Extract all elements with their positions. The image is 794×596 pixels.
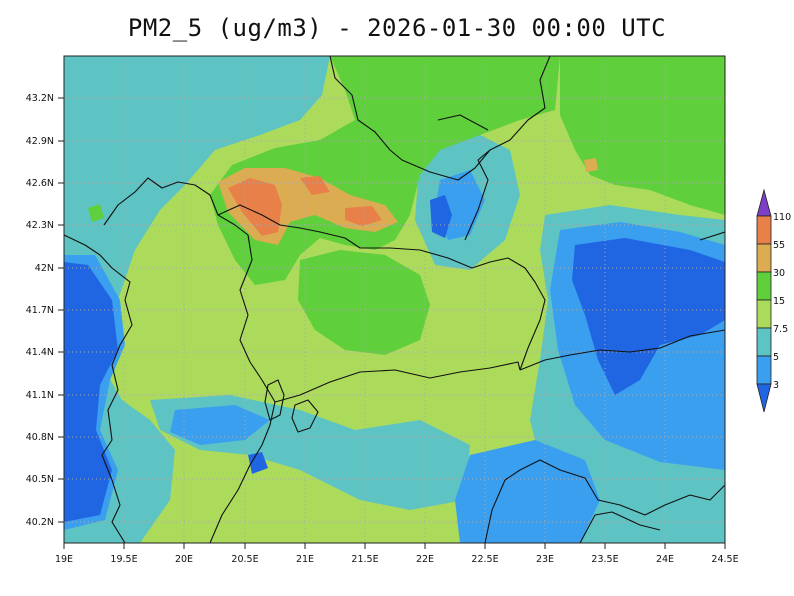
lake-prespa — [291, 399, 319, 433]
border-macedonia-bulgaria — [507, 257, 546, 371]
colorbar-label-3: 3 — [773, 380, 779, 391]
colorbar-label-7-5: 7.5 — [773, 324, 788, 335]
border-upper — [437, 114, 489, 131]
contour-darkblue-northeast-lake — [430, 195, 452, 238]
border-macedonia-greece — [274, 361, 521, 403]
lon-tick-labels: 19E 19.5E 20E 20.5E 21E 21.5E 22E 22.5E … — [55, 554, 739, 565]
colorbar-swatch-30-55 — [756, 243, 772, 273]
colorbar-label-30: 30 — [773, 268, 785, 279]
colorbar-label-5: 5 — [773, 352, 779, 363]
lat-label-40-8n: 40.8N — [26, 432, 54, 443]
lon-label-23-5e: 23.5E — [591, 554, 618, 565]
contour-darkblue-southwest-dot — [248, 452, 268, 474]
colorbar-label-55: 55 — [773, 240, 785, 251]
coast-aegean — [484, 459, 725, 543]
lat-label-42n: 42N — [35, 263, 54, 274]
lon-label-22e: 22E — [416, 554, 434, 565]
border-greece-albania-south — [209, 401, 276, 543]
lat-label-41-4n: 41.4N — [26, 347, 54, 358]
lon-label-23e: 23E — [536, 554, 554, 565]
colorbar-swatch-55-110 — [756, 215, 772, 245]
colorbar-label-110: 110 — [773, 212, 791, 223]
contour-green-central — [298, 250, 430, 355]
border-bulgaria-greece — [519, 329, 725, 371]
contour-teal-northwest — [64, 56, 330, 380]
plot-frame — [63, 55, 726, 544]
lat-tick-labels: 43.2N 42.9N 42.6N 42.3N 42N 41.7N 41.4N … — [26, 93, 54, 528]
border-turkey — [699, 231, 725, 241]
colorbar-swatch-above-110 — [756, 188, 772, 217]
colorbar-swatch-15-30 — [756, 271, 772, 301]
contour-orange-hotspot — [228, 178, 282, 236]
colorbar-swatch-5-7-5 — [756, 327, 772, 357]
contour-green-northeast — [560, 56, 725, 215]
lon-label-19-5e: 19.5E — [110, 554, 137, 565]
pm25-contour-field — [64, 56, 725, 543]
colorbar-label-15: 15 — [773, 296, 785, 307]
colorbar-swatch-7-5-15 — [756, 299, 772, 329]
border-kosovo-serbia — [217, 204, 346, 239]
lon-label-22-5e: 22.5E — [471, 554, 498, 565]
map-title: PM2_5 (ug/m3) - 2026-01-30 00:00 UTC — [127, 14, 667, 42]
lat-label-43-2n: 43.2N — [26, 93, 54, 104]
lon-label-21-5e: 21.5E — [351, 554, 378, 565]
lon-tick-marks — [63, 543, 726, 549]
border-serbia-north — [329, 56, 551, 181]
lon-label-20-5e: 20.5E — [231, 554, 258, 565]
coastline-adriatic — [64, 234, 133, 543]
coast-aegean-2 — [579, 511, 661, 543]
lon-label-21e: 21E — [296, 554, 314, 565]
lat-label-41-7n: 41.7N — [26, 305, 54, 316]
border-serbia-macedonia — [344, 237, 509, 269]
contour-green-northwest-dot — [88, 204, 104, 222]
lat-label-40-2n: 40.2N — [26, 517, 54, 528]
contour-darkblue-adriatic — [64, 262, 118, 522]
contour-blue-southwest — [170, 405, 270, 445]
lat-label-42-3n: 42.3N — [26, 220, 54, 231]
lat-label-42-9n: 42.9N — [26, 136, 54, 147]
lat-label-41-1n: 41.1N — [26, 390, 54, 401]
contour-blue-southeast — [455, 440, 600, 543]
lon-label-19e: 19E — [55, 554, 73, 565]
lon-label-20e: 20E — [175, 554, 193, 565]
contour-darkblue-east-pocket — [640, 262, 690, 305]
colorbar-swatch-below-3 — [756, 383, 772, 413]
border-serbia-bulgaria — [464, 149, 491, 241]
lon-label-24-5e: 24.5E — [711, 554, 738, 565]
lake-ohrid — [264, 379, 285, 421]
colorbar-swatch-3-5 — [756, 355, 772, 385]
lon-label-24e: 24E — [656, 554, 674, 565]
colorbar-legend — [756, 188, 772, 413]
lat-tick-marks — [58, 97, 64, 523]
lat-label-42-6n: 42.6N — [26, 178, 54, 189]
contour-darkblue-east — [572, 238, 725, 395]
border-montenegro-albania — [103, 177, 276, 403]
contour-orange-hotspot-east — [300, 176, 330, 195]
colorbar-labels: 110 55 30 15 7.5 5 3 — [773, 212, 791, 391]
country-borders — [64, 56, 725, 543]
contour-amber-northeast-dot — [584, 158, 598, 172]
lat-label-40-5n: 40.5N — [26, 474, 54, 485]
contour-orange-hotspot-east2 — [345, 206, 382, 226]
